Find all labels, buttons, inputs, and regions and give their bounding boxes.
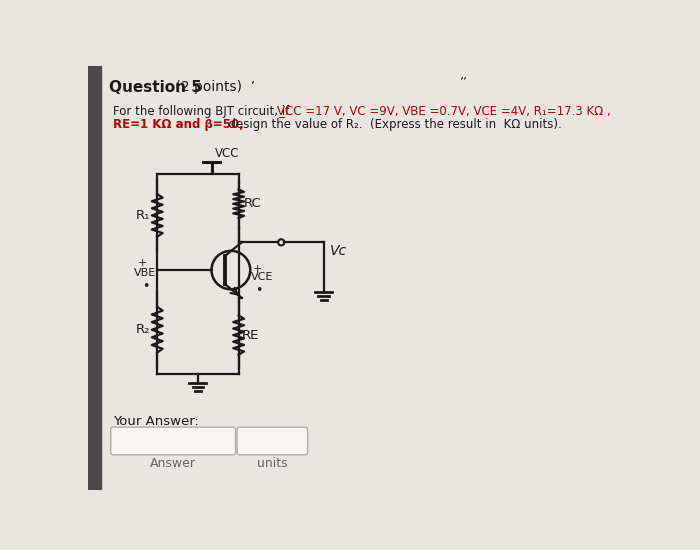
Text: RC: RC bbox=[244, 197, 261, 210]
Text: R₂: R₂ bbox=[136, 323, 150, 336]
Text: +: + bbox=[138, 258, 147, 268]
Text: •: • bbox=[141, 280, 149, 293]
Text: Answer: Answer bbox=[150, 457, 196, 470]
Text: R₁: R₁ bbox=[136, 209, 150, 222]
Text: ’’: ’’ bbox=[459, 75, 468, 88]
Text: VBE: VBE bbox=[134, 268, 156, 278]
Text: Vc: Vc bbox=[330, 244, 347, 258]
Text: VCC: VCC bbox=[215, 147, 239, 160]
Text: RE: RE bbox=[241, 328, 259, 342]
Text: VCE: VCE bbox=[251, 272, 274, 282]
Text: Question 5: Question 5 bbox=[109, 80, 202, 95]
Bar bbox=[88, 66, 102, 490]
FancyBboxPatch shape bbox=[237, 427, 307, 455]
Text: +: + bbox=[253, 264, 262, 274]
Text: (2 points)  ’: (2 points) ’ bbox=[172, 80, 256, 94]
Text: Your Answer:: Your Answer: bbox=[113, 415, 199, 428]
Text: units: units bbox=[257, 457, 287, 470]
Text: For the following BJT circuit, if: For the following BJT circuit, if bbox=[113, 104, 293, 118]
FancyBboxPatch shape bbox=[111, 427, 235, 455]
Text: RE=1 KΩ and β=50,: RE=1 KΩ and β=50, bbox=[113, 118, 244, 131]
Text: •: • bbox=[255, 284, 262, 297]
Text: design the value of R₂.  (Express the result in  KΩ units).: design the value of R₂. (Express the res… bbox=[220, 118, 561, 131]
Text: V̲CC =17 V, VC =9V, VBE =0.7V, VCE =4V, R₁=17.3 KΩ ,: V̲CC =17 V, VC =9V, VBE =0.7V, VCE =4V, … bbox=[277, 104, 611, 118]
